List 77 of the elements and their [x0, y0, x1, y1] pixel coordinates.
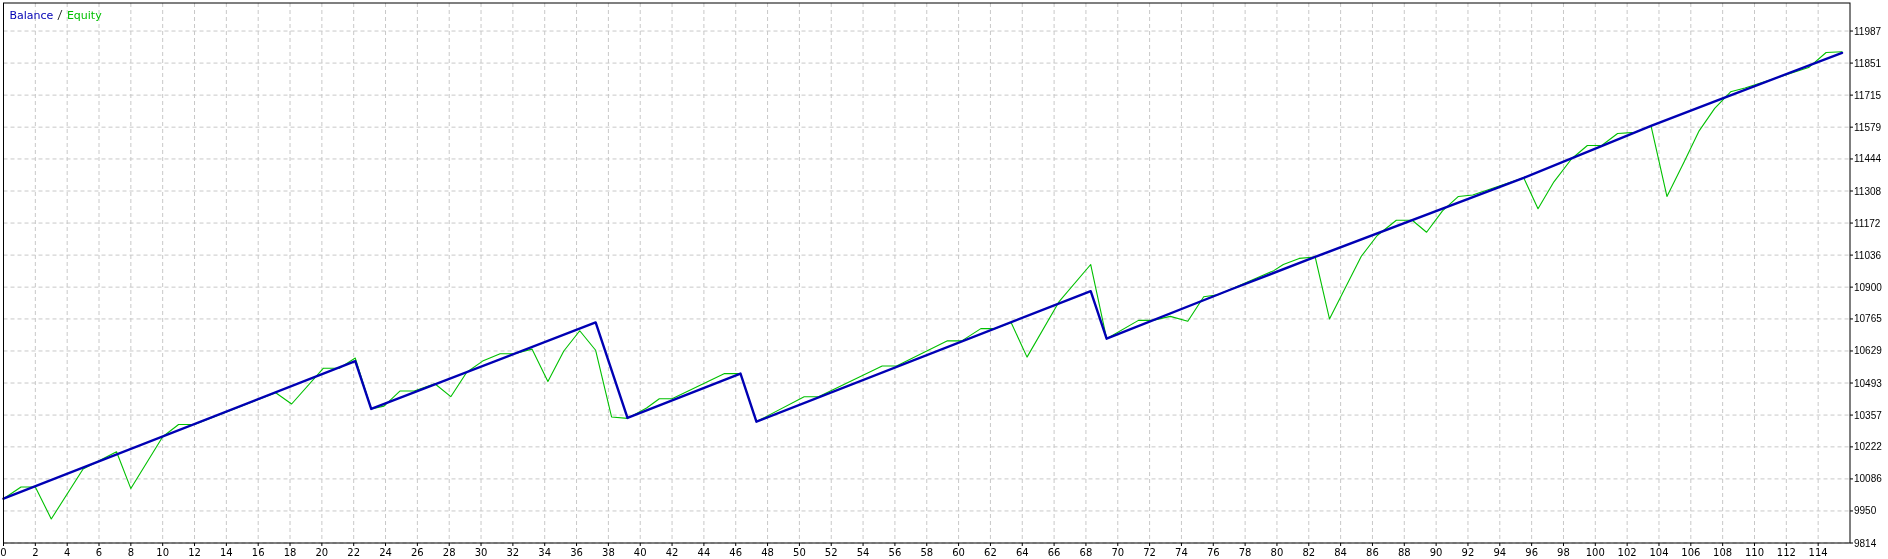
x-tick-label: 52: [824, 547, 838, 558]
x-tick-label: 10: [156, 547, 170, 558]
x-tick-label: 100: [1585, 547, 1605, 558]
x-tick-label: 26: [411, 547, 424, 558]
x-tick-label: 4: [63, 547, 71, 558]
x-tick-label: 106: [1681, 547, 1701, 558]
x-tick-label: 40: [633, 547, 647, 558]
x-tick-label: 58: [920, 547, 934, 558]
x-tick-label: 48: [761, 547, 774, 558]
x-tick-label: 72: [1143, 547, 1156, 558]
x-tick-label: 44: [697, 547, 711, 558]
y-tick-label: 11444: [1854, 153, 1882, 165]
y-tick-label: 10357: [1854, 409, 1883, 421]
x-tick-label: 80: [1270, 547, 1284, 558]
y-tick-label: 10629: [1854, 345, 1883, 357]
y-tick-label: 11851: [1854, 57, 1882, 69]
x-tick-label: 66: [1047, 547, 1061, 558]
x-tick-label: 62: [984, 547, 997, 558]
y-tick-label: 9814: [1854, 537, 1877, 549]
x-tick-label: 74: [1175, 547, 1188, 558]
x-tick-label: 16: [251, 547, 265, 558]
x-tick-label: 54: [856, 547, 870, 558]
x-tick-label: 114: [1808, 547, 1828, 558]
x-tick-label: 104: [1649, 547, 1669, 558]
x-tick-label: 110: [1744, 547, 1765, 558]
x-tick-label: 86: [1366, 547, 1379, 558]
y-tick-label: 10086: [1854, 473, 1883, 485]
x-tick-label: 56: [888, 547, 902, 558]
y-tick-label: 9950: [1854, 505, 1877, 517]
x-tick-label: 94: [1493, 547, 1507, 558]
x-tick-label: 46: [729, 547, 743, 558]
x-tick-label: 2: [32, 547, 39, 558]
x-tick-label: 90: [1429, 547, 1443, 558]
y-tick-label: 11987: [1854, 25, 1882, 37]
x-tick-label: 20: [315, 547, 329, 558]
x-tick-label: 8: [127, 547, 135, 558]
y-tick-label: 11579: [1854, 121, 1882, 133]
x-tick-label: 60: [952, 547, 965, 558]
x-tick-label: 98: [1557, 547, 1570, 558]
y-tick-label: 10765: [1854, 313, 1883, 325]
x-tick-label: 14: [219, 547, 233, 558]
text: Equity: [66, 9, 103, 22]
x-tick-label: 0: [0, 547, 7, 558]
x-tick-label: 36: [570, 547, 583, 558]
x-tick-label: 6: [95, 547, 103, 558]
x-tick-label: 22: [347, 547, 361, 558]
x-tick-label: 34: [538, 547, 552, 558]
x-tick-label: 24: [379, 547, 392, 558]
y-tick-label: 10900: [1854, 281, 1883, 293]
y-tick-label: 11308: [1854, 185, 1882, 197]
x-tick-label: 70: [1111, 547, 1125, 558]
x-tick-label: 78: [1238, 547, 1252, 558]
x-tick-label: 96: [1525, 547, 1539, 558]
x-tick-label: 88: [1397, 547, 1411, 558]
x-tick-label: 28: [442, 547, 456, 558]
y-tick-label: 11715: [1854, 89, 1882, 101]
x-tick-label: 18: [283, 547, 297, 558]
x-tick-label: 82: [1302, 547, 1316, 558]
y-tick-label: 11172: [1854, 217, 1881, 229]
x-tick-label: 92: [1461, 547, 1475, 558]
x-tick-label: 76: [1206, 547, 1220, 558]
x-tick-label: 68: [1079, 547, 1093, 558]
x-tick-label: 38: [602, 547, 615, 558]
x-tick-label: 112: [1776, 547, 1796, 558]
x-tick-label: 12: [188, 547, 201, 558]
x-tick-label: 108: [1713, 547, 1733, 558]
x-tick-label: 102: [1617, 547, 1637, 558]
text: Balance: [9, 9, 54, 22]
x-tick-label: 64: [1015, 547, 1029, 558]
x-tick-label: 42: [665, 547, 679, 558]
x-tick-label: 32: [506, 547, 520, 558]
y-tick-label: 11036: [1854, 249, 1882, 261]
x-tick-label: 50: [793, 547, 806, 558]
y-tick-label: 10222: [1854, 441, 1883, 453]
x-tick-label: 84: [1334, 547, 1347, 558]
x-tick-label: 30: [474, 547, 488, 558]
y-tick-label: 10493: [1854, 377, 1883, 389]
